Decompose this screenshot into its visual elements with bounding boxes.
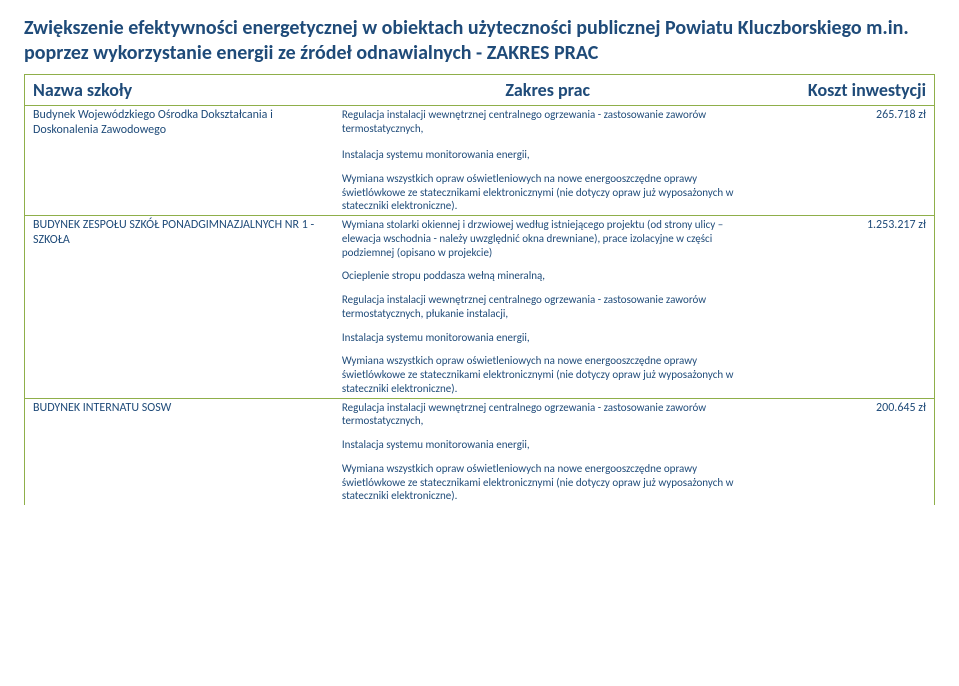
scope-text: Instalacja systemu monitorowania energii… [334, 146, 762, 164]
scope-text: Ocieplenie stropu poddasza wełną mineral… [334, 267, 762, 285]
table-row: BUDYNEK ZESPOŁU SZKÓŁ PONADGIMNAZJALNYCH… [25, 216, 935, 262]
cost-value: 1.253.217 zł [762, 216, 935, 262]
scope-text: Wymiana wszystkich opraw oświetleniowych… [334, 460, 762, 505]
col-header-school: Nazwa szkoły [25, 75, 334, 106]
schools-table: Nazwa szkoły Zakres prac Koszt inwestycj… [24, 74, 935, 505]
scope-text: Wymiana wszystkich opraw oświetleniowych… [334, 170, 762, 216]
table-row: Wymiana wszystkich opraw oświetleniowych… [25, 460, 935, 505]
table-row: Regulacja instalacji wewnętrznej central… [25, 291, 935, 323]
scope-text: Instalacja systemu monitorowania energii… [334, 436, 762, 454]
school-name: Budynek Wojewódzkiego Ośrodka Dokształca… [25, 106, 334, 141]
scope-text: Wymiana stolarki okiennej i drzwiowej we… [334, 216, 762, 262]
scope-text: Regulacja instalacji wewnętrznej central… [334, 106, 762, 141]
table-row: Instalacja systemu monitorowania energii… [25, 436, 935, 454]
school-name: BUDYNEK INTERNATU SOSW [25, 398, 334, 430]
table-row: Wymiana wszystkich opraw oświetleniowych… [25, 352, 935, 398]
school-name: BUDYNEK ZESPOŁU SZKÓŁ PONADGIMNAZJALNYCH… [25, 216, 334, 262]
scope-text: Instalacja systemu monitorowania energii… [334, 329, 762, 347]
table-header-row: Nazwa szkoły Zakres prac Koszt inwestycj… [25, 75, 935, 106]
scope-text: Regulacja instalacji wewnętrznej central… [334, 398, 762, 430]
cost-value: 265.718 zł [762, 106, 935, 141]
table-row: BUDYNEK INTERNATU SOSW Regulacja instala… [25, 398, 935, 430]
title-line-1: Zwiększenie efektywności energetycznej w… [24, 16, 909, 40]
table-row: Budynek Wojewódzkiego Ośrodka Dokształca… [25, 106, 935, 141]
page: { "title_line1": "Zwiększenie efektywnoś… [0, 0, 959, 686]
scope-text: Wymiana wszystkich opraw oświetleniowych… [334, 352, 762, 398]
col-header-scope: Zakres prac [334, 75, 762, 106]
table-row: Wymiana wszystkich opraw oświetleniowych… [25, 170, 935, 216]
table-row: Instalacja systemu monitorowania energii… [25, 329, 935, 347]
scope-text: Regulacja instalacji wewnętrznej central… [334, 291, 762, 323]
col-header-cost: Koszt inwestycji [762, 75, 935, 106]
page-title: Zwiększenie efektywności energetycznej w… [24, 16, 935, 66]
cost-value: 200.645 zł [762, 398, 935, 430]
table-row: Instalacja systemu monitorowania energii… [25, 146, 935, 164]
table-row: Ocieplenie stropu poddasza wełną mineral… [25, 267, 935, 285]
title-line-2: poprzez wykorzystanie energii ze źródeł … [24, 41, 598, 65]
